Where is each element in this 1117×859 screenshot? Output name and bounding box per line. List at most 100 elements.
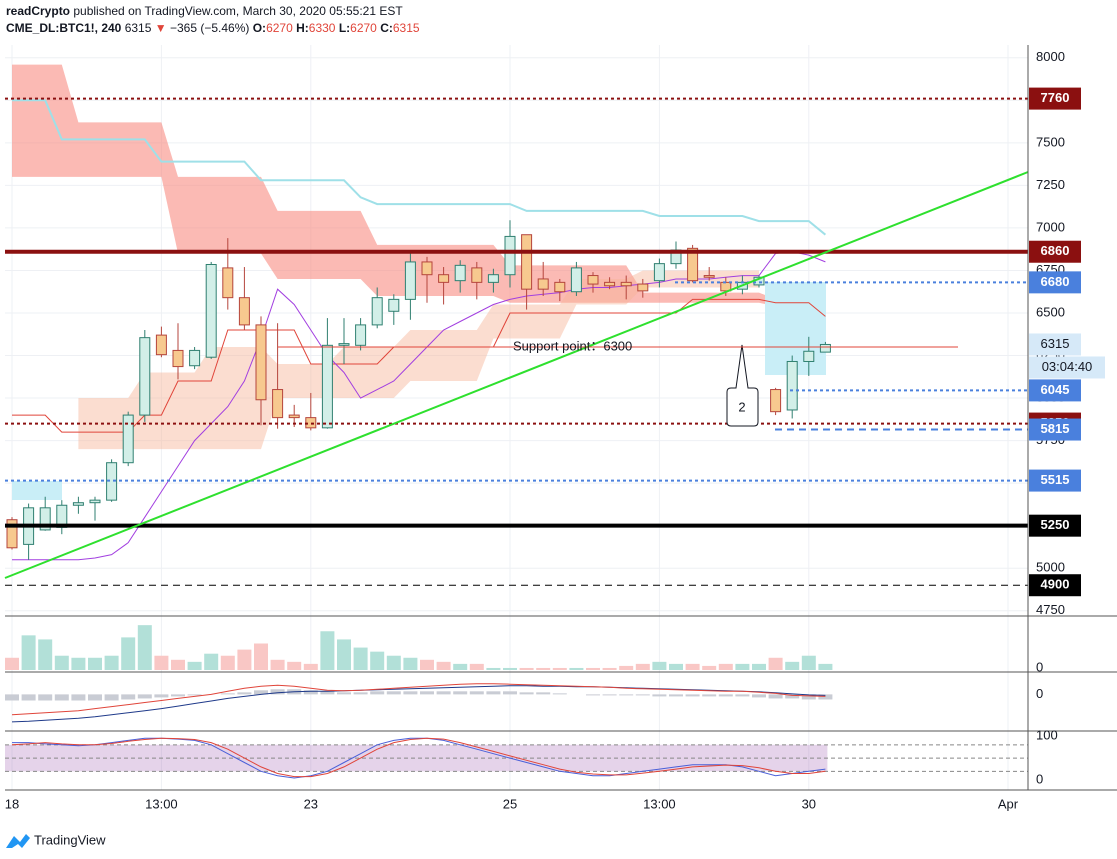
level-label: 5250 (1041, 517, 1070, 532)
level-label-bg (1029, 514, 1081, 537)
callout-bubble (726, 344, 759, 427)
macd-histogram-bar (486, 691, 501, 695)
last-price-label: 6315 (1041, 336, 1070, 351)
macd-histogram-bar (420, 691, 434, 695)
level-label: 5515 (1041, 472, 1070, 487)
volume-bar (121, 637, 136, 670)
macd-histogram-bar (88, 694, 102, 701)
brand: TradingView (34, 832, 106, 847)
low-label: L: (339, 21, 350, 35)
x-tick-label: Apr (998, 796, 1019, 811)
candle-body (604, 281, 616, 287)
candle-body (238, 297, 250, 326)
x-tick-label: 18 (5, 796, 19, 811)
volume-bar (353, 647, 368, 670)
level-label-bg (1029, 240, 1081, 263)
macd-histogram-bar (403, 691, 418, 695)
macd-histogram-bar (386, 691, 401, 695)
candle-body (106, 462, 118, 501)
volume-bar (88, 657, 102, 670)
candle-body (6, 519, 18, 549)
volume-bar (320, 631, 335, 670)
volume-bar (104, 655, 119, 670)
volume-bar (768, 657, 783, 670)
volume-bar (503, 667, 517, 670)
macd-histogram-bar (503, 691, 517, 695)
author: readCrypto (6, 4, 70, 18)
macd-line (11, 683, 826, 716)
published: published on TradingView.com, March 30, … (73, 4, 403, 18)
level-label: 5815 (1041, 421, 1070, 436)
low-value: 6270 (350, 21, 377, 35)
candle-body (471, 267, 483, 283)
candle-body (338, 343, 350, 346)
volume-bar (420, 659, 434, 670)
macd-histogram-bar (21, 694, 36, 701)
symbol-line: CME_DL:BTC1!, 240 6315 ▼ −365 (−5.46%) O… (6, 21, 420, 35)
level-label-bg (1029, 469, 1081, 492)
volume-bar (171, 659, 185, 670)
x-tick-label: 30 (802, 796, 816, 811)
volume-bar (38, 639, 53, 670)
macd-histogram-bar (187, 694, 202, 696)
last-price-bg (1029, 333, 1081, 356)
volume-bar (652, 661, 667, 670)
y-tick-label: 0 (1036, 772, 1043, 787)
volume-bar (71, 657, 86, 670)
position-box (765, 282, 826, 375)
macd-histogram-bar (752, 694, 766, 698)
candle-body (504, 235, 516, 276)
change-arrow: ▼ (155, 21, 167, 35)
countdown: 03:04:40 (1042, 359, 1093, 374)
level-label-bg (1029, 379, 1081, 402)
candle-body (321, 344, 333, 429)
axes: 1813:00232513:0030Apr4750500052505500575… (5, 45, 1117, 811)
macd-histogram-bar (237, 692, 252, 695)
macd-histogram-bar (436, 691, 451, 695)
y-tick-label: 8000 (1036, 49, 1065, 64)
candle-body (139, 337, 151, 416)
last-price: 6315 (125, 21, 152, 35)
macd-histogram-bar (270, 689, 285, 695)
volume-bar (21, 635, 36, 670)
candle-body (537, 278, 549, 290)
y-tick-label: 6500 (1036, 304, 1065, 319)
macd-histogram-bar (320, 691, 335, 695)
volume-bar (536, 667, 551, 670)
trend-line (4, 171, 1029, 579)
candle-body (786, 360, 798, 411)
volume-bar (635, 663, 650, 670)
macd-histogram-bar (303, 690, 318, 695)
volume-bar (204, 653, 219, 670)
macd-histogram-bar (768, 694, 783, 699)
candle-body (770, 389, 782, 413)
level-label: 6860 (1041, 243, 1070, 258)
level-label: 7760 (1041, 90, 1070, 105)
grid (5, 45, 1028, 790)
logo (6, 834, 30, 848)
candle-body (703, 275, 715, 278)
volume-bar (254, 643, 268, 670)
volume-bar (785, 661, 800, 670)
annotation-text: Support point：6300 (513, 338, 632, 353)
volume-bar (718, 663, 733, 670)
volume-bar (287, 661, 302, 670)
volume-bar (303, 663, 318, 670)
candle-body (454, 264, 466, 282)
macd-histogram-bar (586, 694, 600, 696)
y-tick-label: 7000 (1036, 219, 1065, 234)
candle-body (288, 414, 300, 419)
open-label: O: (253, 21, 266, 35)
candle-body (554, 281, 566, 293)
macd-histogram-bar (619, 694, 634, 696)
level-label: 4900 (1041, 577, 1070, 592)
level-label-bg (1029, 87, 1081, 110)
position-box (12, 481, 62, 500)
header-line: readCrypto published on TradingView.com,… (6, 4, 403, 18)
open-value: 6270 (266, 21, 293, 35)
symbol: CME_DL:BTC1!, 240 (6, 21, 122, 35)
high-value: 6330 (309, 21, 336, 35)
macd-histogram-bar (669, 694, 683, 697)
macd-histogram-bar (785, 694, 800, 699)
stoch-line (12, 737, 826, 779)
